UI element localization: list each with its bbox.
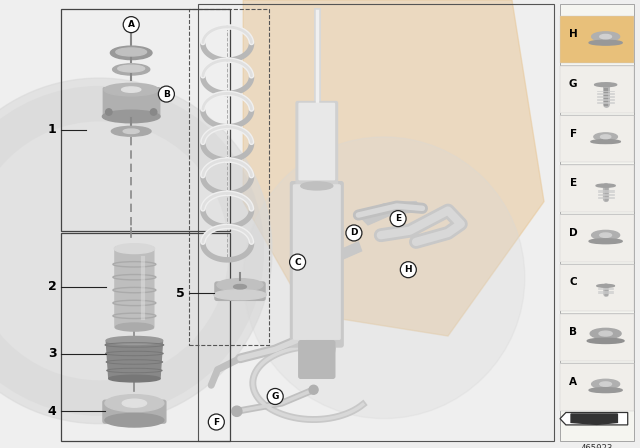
Ellipse shape <box>599 331 612 336</box>
Bar <box>560 16 634 63</box>
Text: C: C <box>570 277 577 288</box>
Ellipse shape <box>595 83 617 86</box>
Circle shape <box>390 211 406 227</box>
Circle shape <box>346 225 362 241</box>
Circle shape <box>290 254 306 270</box>
Polygon shape <box>560 413 628 425</box>
Polygon shape <box>310 242 362 262</box>
Ellipse shape <box>591 379 620 389</box>
Bar <box>560 215 634 262</box>
FancyBboxPatch shape <box>299 103 335 180</box>
Ellipse shape <box>106 336 163 345</box>
FancyBboxPatch shape <box>215 282 265 300</box>
Text: C: C <box>294 258 301 267</box>
Ellipse shape <box>118 65 145 72</box>
Circle shape <box>158 86 174 102</box>
Text: H: H <box>569 29 578 39</box>
Ellipse shape <box>600 135 611 139</box>
Text: F: F <box>213 418 220 426</box>
Ellipse shape <box>110 46 152 60</box>
Ellipse shape <box>589 239 622 244</box>
Text: 465023: 465023 <box>580 444 613 448</box>
Text: G: G <box>569 79 577 89</box>
Polygon shape <box>106 340 163 379</box>
Bar <box>560 363 634 410</box>
Circle shape <box>106 109 112 115</box>
Ellipse shape <box>234 284 246 289</box>
Bar <box>560 115 634 162</box>
Circle shape <box>123 17 140 33</box>
Ellipse shape <box>116 48 147 56</box>
Ellipse shape <box>589 40 622 45</box>
FancyBboxPatch shape <box>103 88 160 117</box>
Circle shape <box>209 414 225 430</box>
Ellipse shape <box>301 182 333 190</box>
Ellipse shape <box>597 284 614 287</box>
Circle shape <box>232 406 242 416</box>
Bar <box>560 4 634 441</box>
Text: H: H <box>404 265 412 274</box>
FancyBboxPatch shape <box>291 182 343 347</box>
FancyBboxPatch shape <box>103 401 166 423</box>
Text: D: D <box>350 228 358 237</box>
Bar <box>189 9 269 345</box>
Text: 5: 5 <box>175 287 184 300</box>
FancyBboxPatch shape <box>299 341 335 378</box>
Ellipse shape <box>111 126 151 136</box>
Ellipse shape <box>115 244 155 254</box>
Circle shape <box>309 385 318 394</box>
Text: B: B <box>163 90 170 99</box>
Text: G: G <box>271 392 279 401</box>
Text: 3: 3 <box>48 347 56 361</box>
Text: B: B <box>569 327 577 337</box>
Ellipse shape <box>600 233 612 237</box>
Bar <box>560 165 634 212</box>
Text: 1: 1 <box>47 123 56 137</box>
Ellipse shape <box>600 34 612 39</box>
Ellipse shape <box>588 338 624 344</box>
Bar <box>560 264 634 311</box>
Text: 2: 2 <box>47 280 56 293</box>
Bar <box>198 4 554 441</box>
Ellipse shape <box>105 414 164 427</box>
Circle shape <box>0 78 272 424</box>
Ellipse shape <box>116 323 154 331</box>
Ellipse shape <box>122 399 147 407</box>
Bar <box>560 65 634 113</box>
Ellipse shape <box>104 83 158 96</box>
Text: A: A <box>128 20 134 29</box>
Ellipse shape <box>122 87 141 92</box>
Circle shape <box>243 137 525 418</box>
Text: 4: 4 <box>47 405 56 418</box>
FancyBboxPatch shape <box>115 247 154 328</box>
Ellipse shape <box>123 129 140 134</box>
Bar <box>560 314 634 361</box>
FancyBboxPatch shape <box>294 185 340 339</box>
Ellipse shape <box>594 133 618 141</box>
Text: F: F <box>570 129 577 138</box>
FancyBboxPatch shape <box>115 247 154 328</box>
Text: E: E <box>570 178 577 188</box>
Ellipse shape <box>102 110 160 123</box>
FancyBboxPatch shape <box>115 247 154 328</box>
Polygon shape <box>571 414 618 424</box>
Polygon shape <box>358 202 422 225</box>
Ellipse shape <box>591 230 620 240</box>
Circle shape <box>268 388 283 405</box>
Ellipse shape <box>214 290 266 300</box>
FancyBboxPatch shape <box>296 102 337 187</box>
Ellipse shape <box>105 395 164 412</box>
Ellipse shape <box>590 328 621 339</box>
Ellipse shape <box>591 32 620 41</box>
Text: A: A <box>569 377 577 387</box>
Ellipse shape <box>217 279 263 291</box>
Circle shape <box>401 262 417 278</box>
Bar <box>61 9 230 231</box>
Text: D: D <box>569 228 577 238</box>
Polygon shape <box>243 0 544 336</box>
Ellipse shape <box>600 382 612 386</box>
Ellipse shape <box>596 184 615 187</box>
Text: E: E <box>395 214 401 223</box>
Ellipse shape <box>113 64 150 75</box>
